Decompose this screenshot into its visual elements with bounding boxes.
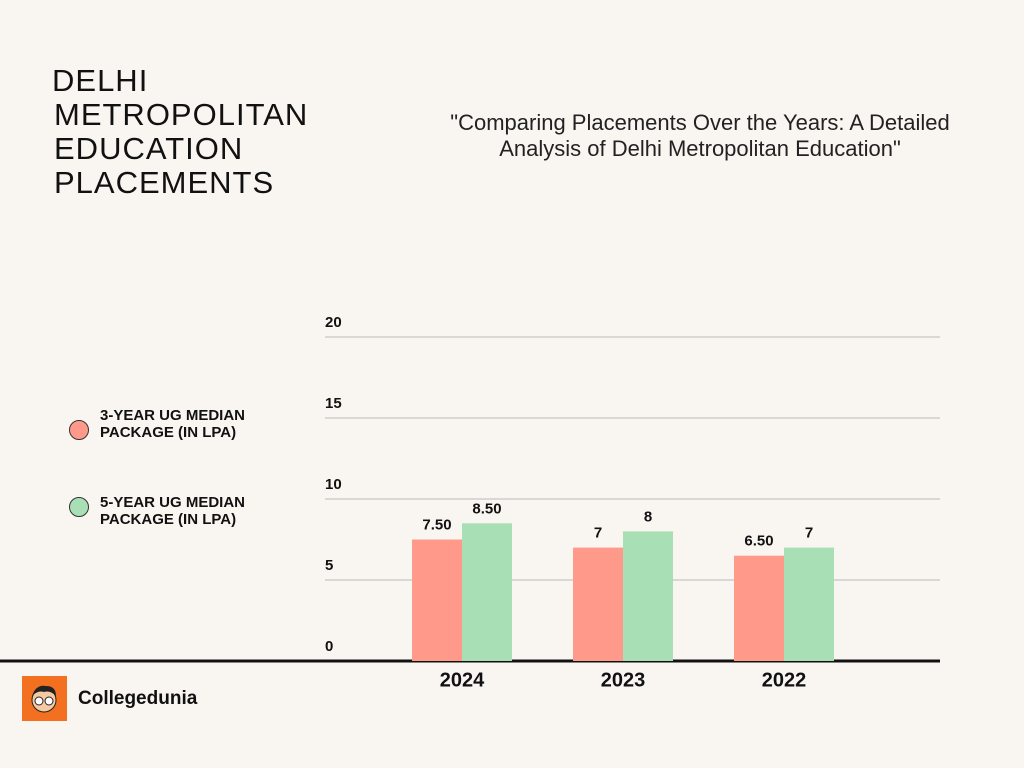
title: DELHI METROPOLITAN EDUCATION PLACEMENTS <box>52 63 309 200</box>
x-tick-label: 2023 <box>601 669 646 691</box>
bar <box>784 547 834 661</box>
legend-swatch <box>69 497 89 517</box>
value-label: 7 <box>594 525 602 542</box>
subtitle: "Comparing Placements Over the Years: A … <box>450 110 950 161</box>
x-tick-label: 2022 <box>762 669 807 691</box>
y-tick-label: 20 <box>325 314 342 331</box>
value-label: 7 <box>805 525 813 542</box>
bar <box>412 539 462 661</box>
legend-label: 3-YEAR UG MEDIAN PACKAGE (IN LPA) <box>100 407 246 441</box>
x-tick-label: 2024 <box>440 669 485 691</box>
bar <box>462 523 512 661</box>
value-label: 6.50 <box>744 533 773 550</box>
value-label: 8.50 <box>472 500 501 517</box>
y-tick-label: 0 <box>325 638 333 655</box>
y-tick-label: 5 <box>325 557 333 574</box>
bar <box>623 531 673 661</box>
legend-label: 5-YEAR UG MEDIAN PACKAGE (IN LPA) <box>100 494 246 528</box>
y-tick-label: 15 <box>325 395 342 412</box>
bar <box>573 547 623 661</box>
y-tick-label: 10 <box>325 476 342 493</box>
value-label: 7.50 <box>422 516 451 533</box>
brand: Collegedunia <box>78 688 198 709</box>
legend-swatch <box>69 420 89 440</box>
logo <box>22 676 67 721</box>
bar <box>734 555 784 661</box>
value-label: 8 <box>644 508 652 525</box>
